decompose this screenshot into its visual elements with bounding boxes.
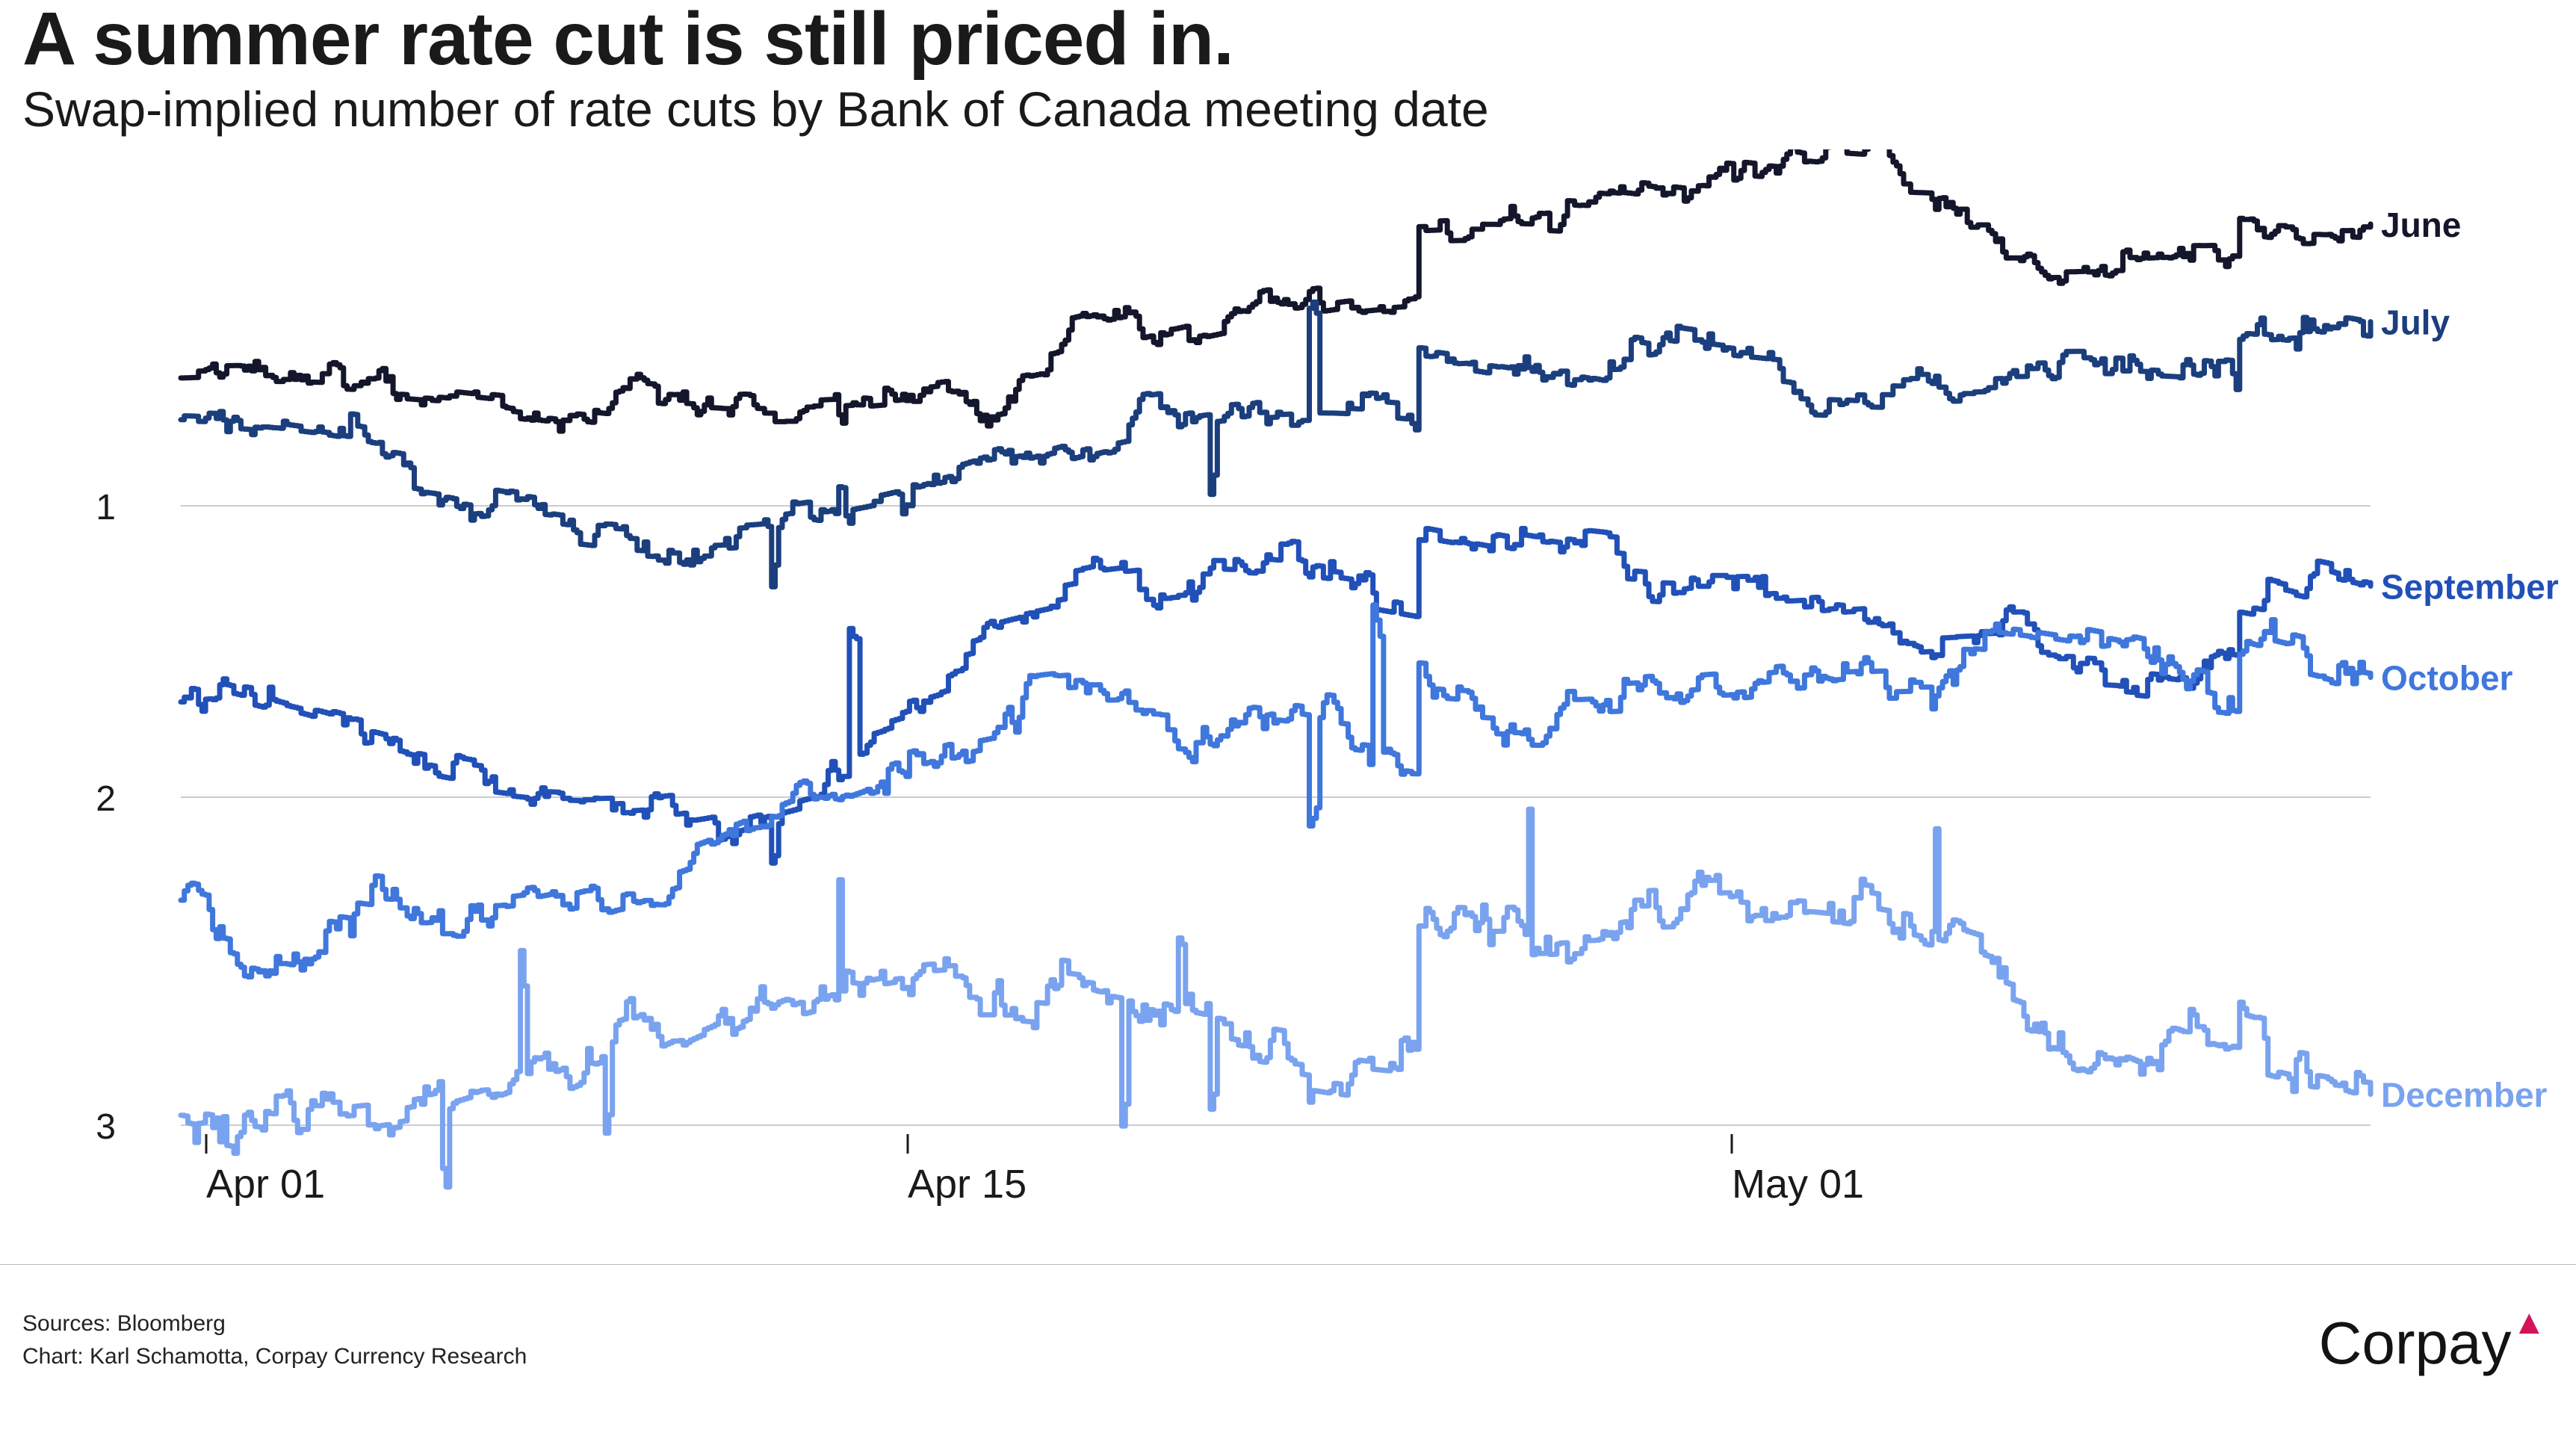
svg-text:1: 1 xyxy=(96,488,116,527)
svg-text:December: December xyxy=(2381,1076,2548,1115)
svg-text:June: June xyxy=(2381,205,2461,244)
svg-text:July: July xyxy=(2381,303,2450,342)
svg-text:October: October xyxy=(2381,659,2512,698)
svg-text:2: 2 xyxy=(96,779,116,819)
svg-text:Apr 15: Apr 15 xyxy=(908,1162,1027,1207)
svg-text:Apr 01: Apr 01 xyxy=(206,1162,325,1207)
svg-text:3: 3 xyxy=(96,1107,116,1147)
svg-text:September: September xyxy=(2381,568,2559,607)
svg-text:May 01: May 01 xyxy=(1732,1162,1864,1207)
